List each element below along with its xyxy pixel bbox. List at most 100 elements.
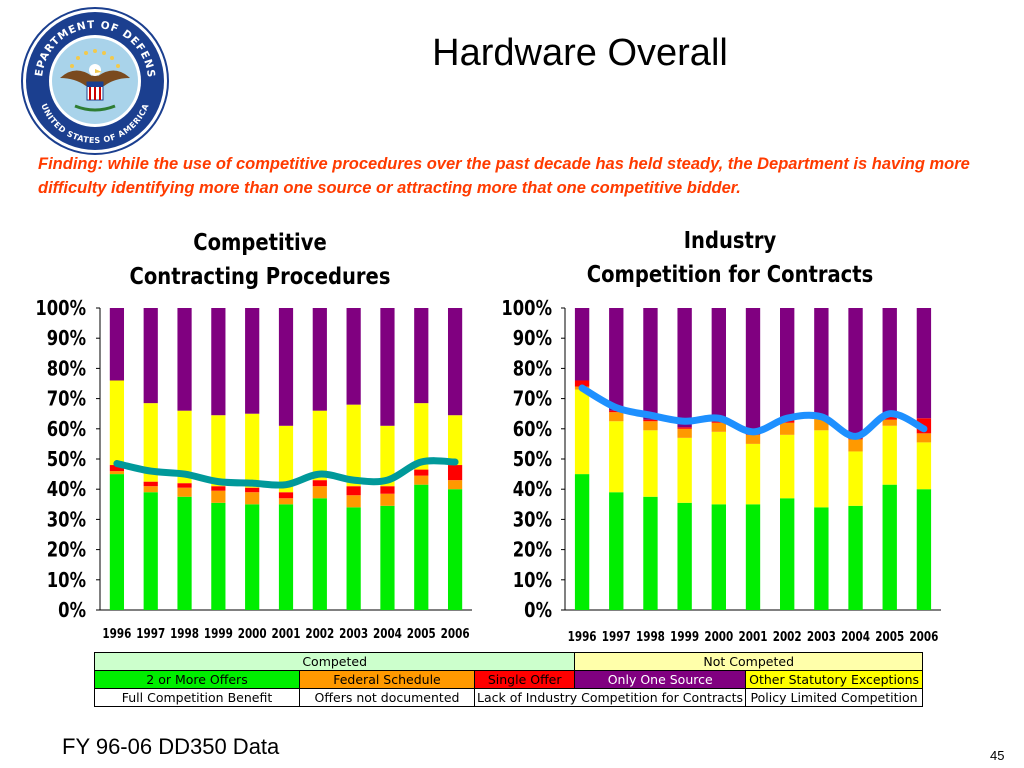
y-tick-label: 40% bbox=[513, 479, 552, 502]
bar-segment-federal-schedule bbox=[780, 422, 795, 435]
bar-segment-other-statutory-exceptions bbox=[848, 451, 863, 506]
bar-segment-only-one-source bbox=[143, 308, 158, 404]
bar-segment-2-or-more-offers bbox=[245, 504, 260, 610]
bar-segment-2-or-more-offers bbox=[916, 489, 932, 610]
x-tick-label: 1997 bbox=[602, 629, 631, 644]
bar-segment-2-or-more-offers bbox=[780, 498, 795, 610]
bar-segment-other-statutory-exceptions bbox=[745, 443, 761, 505]
bar-segment-only-one-source bbox=[574, 308, 590, 381]
bar-segment-only-one-source bbox=[780, 308, 795, 420]
bar-segment-federal-schedule bbox=[278, 498, 294, 505]
bar-segment-only-one-source bbox=[447, 308, 463, 416]
x-tick-label: 2005 bbox=[407, 626, 436, 641]
y-tick-label: 90% bbox=[513, 328, 552, 351]
x-tick-label: 1996 bbox=[568, 629, 597, 644]
x-tick-label: 2004 bbox=[373, 626, 402, 641]
y-tick-label: 10% bbox=[47, 569, 86, 592]
y-tick-label: 70% bbox=[513, 388, 552, 411]
bar-segment-2-or-more-offers bbox=[211, 502, 226, 610]
bar-segment-other-statutory-exceptions bbox=[814, 430, 829, 508]
y-tick-label: 50% bbox=[47, 449, 86, 472]
x-tick-label: 1998 bbox=[636, 629, 665, 644]
chart2-title-block: Industry Competition for Contracts bbox=[569, 224, 892, 292]
bar-segment-2-or-more-offers bbox=[177, 496, 192, 610]
bar-segment-single-offer bbox=[211, 486, 226, 491]
bar-segment-single-offer bbox=[677, 427, 692, 429]
bar-segment-federal-schedule bbox=[447, 480, 463, 490]
bar-segment-single-offer bbox=[177, 483, 192, 488]
bar-segment-federal-schedule bbox=[346, 495, 361, 508]
bar-segment-single-offer bbox=[143, 481, 158, 487]
bar-segment-only-one-source bbox=[745, 308, 761, 431]
bar-segment-other-statutory-exceptions bbox=[916, 442, 932, 490]
bar-segment-federal-schedule bbox=[609, 412, 624, 422]
trend-line bbox=[578, 384, 928, 440]
y-tick-label: 80% bbox=[47, 358, 86, 381]
bar-segment-only-one-source bbox=[312, 308, 327, 411]
y-tick-label: 100% bbox=[501, 298, 552, 321]
bar-segment-single-offer bbox=[278, 492, 294, 499]
x-tick-label: 1998 bbox=[170, 626, 199, 641]
x-tick-label: 2000 bbox=[704, 629, 733, 644]
bar-segment-other-statutory-exceptions bbox=[109, 380, 125, 466]
finding-text: Finding: while the use of competitive pr… bbox=[38, 155, 970, 197]
bar-segment-single-offer bbox=[312, 480, 327, 487]
bar-segment-other-statutory-exceptions bbox=[677, 437, 692, 503]
bar-segment-federal-schedule bbox=[916, 433, 932, 443]
footer-source: FY 96-06 DD350 Data bbox=[62, 734, 280, 759]
bar-segment-other-statutory-exceptions bbox=[447, 415, 463, 466]
x-tick-label: 2002 bbox=[305, 626, 334, 641]
bar-segment-2-or-more-offers bbox=[380, 505, 395, 610]
y-tick-label: 10% bbox=[513, 569, 552, 592]
y-tick-label: 60% bbox=[513, 418, 552, 441]
bar-segment-federal-schedule bbox=[143, 486, 158, 493]
chart-industry-competition: 0% 10% 20% 30% 40% 50% 60% 70% 80% 90% 100% 1996 199… bbox=[501, 298, 941, 644]
bar-segment-other-statutory-exceptions bbox=[711, 431, 726, 505]
legend-header-not-competed: Not Competed bbox=[574, 652, 924, 671]
bar-segment-other-statutory-exceptions bbox=[609, 421, 624, 493]
legend-table: Competed Not Competed 2 or More Offers F… bbox=[93, 652, 924, 707]
y-tick-label: 60% bbox=[47, 418, 86, 441]
y-tick-label: 0% bbox=[58, 600, 86, 623]
bar-segment-2-or-more-offers bbox=[312, 498, 327, 610]
bar-segment-single-offer bbox=[414, 469, 429, 476]
bar-segment-federal-schedule bbox=[677, 428, 692, 438]
bar-segment-other-statutory-exceptions bbox=[278, 425, 294, 493]
bar-segment-federal-schedule bbox=[745, 434, 761, 444]
x-tick-label: 1996 bbox=[102, 626, 131, 641]
legend-item-two-or-more-offers: 2 or More Offers bbox=[94, 670, 300, 689]
x-tick-label: 1999 bbox=[204, 626, 233, 641]
y-tick-label: 70% bbox=[47, 388, 86, 411]
bar-segment-only-one-source bbox=[245, 308, 260, 414]
bar-segment-only-one-source bbox=[414, 308, 429, 404]
legend-item-only-one-source: Only One Source bbox=[574, 670, 747, 689]
x-tick-label: 2003 bbox=[807, 629, 836, 644]
bar-segment-single-offer bbox=[109, 465, 125, 472]
bar-segment-single-offer bbox=[643, 419, 658, 422]
bar-segment-only-one-source bbox=[643, 308, 658, 420]
bar-segment-only-one-source bbox=[346, 308, 361, 405]
chart1-title-block: Competitive Contracting Procedures bbox=[99, 226, 422, 294]
legend-note-full-competition-benefit: Full Competition Benefit bbox=[94, 688, 300, 707]
bar-segment-only-one-source bbox=[711, 308, 726, 422]
chart1-subtitle: Contracting Procedures bbox=[129, 264, 391, 290]
bar-segment-single-offer bbox=[245, 487, 260, 493]
bar-segment-2-or-more-offers bbox=[643, 496, 658, 610]
x-tick-label: 2001 bbox=[739, 629, 768, 644]
bar-segment-only-one-source bbox=[380, 308, 395, 426]
bar-segment-only-one-source bbox=[609, 308, 624, 411]
bar-segment-federal-schedule bbox=[643, 421, 658, 431]
bar-segment-2-or-more-offers bbox=[278, 504, 294, 610]
legend-note-policy-limited-competition: Policy Limited Competition bbox=[745, 688, 924, 707]
bar-segment-single-offer bbox=[574, 380, 590, 387]
bar-segment-federal-schedule bbox=[109, 471, 125, 475]
bar-segment-only-one-source bbox=[677, 308, 692, 428]
x-tick-label: 2004 bbox=[841, 629, 870, 644]
chart-competitive-procedures: 0% 10% 20% 30% 40% 50% 60% 70% 80% 90% 100% 1996 199… bbox=[35, 298, 472, 641]
bar-segment-only-one-source bbox=[814, 308, 829, 417]
bar-segment-federal-schedule bbox=[211, 490, 226, 503]
bar-segment-other-statutory-exceptions bbox=[143, 403, 158, 482]
bar-segment-other-statutory-exceptions bbox=[414, 403, 429, 470]
bar-segment-other-statutory-exceptions bbox=[245, 413, 260, 488]
bar-segment-only-one-source bbox=[109, 308, 125, 381]
